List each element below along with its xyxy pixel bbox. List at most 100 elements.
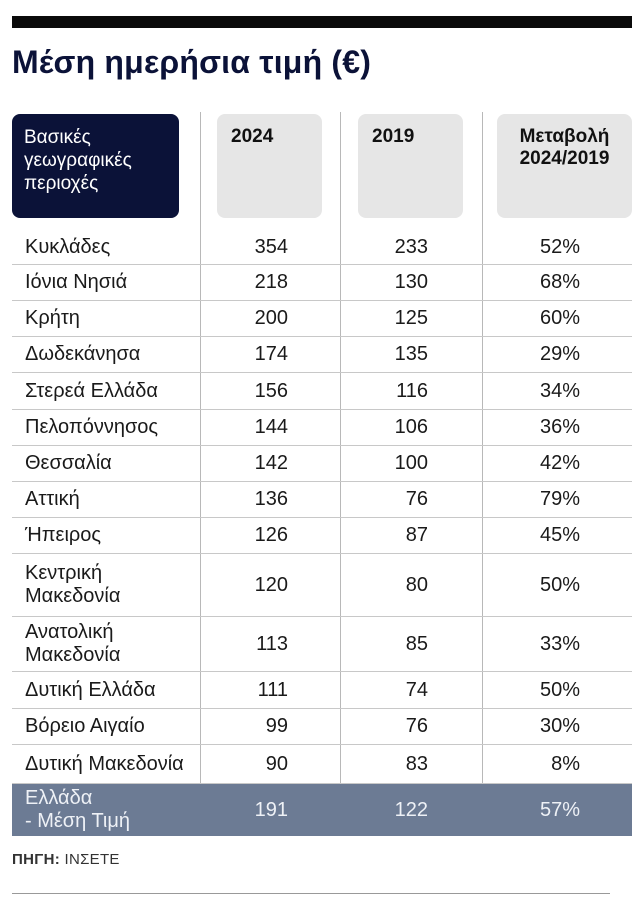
- column-divider: [482, 112, 483, 836]
- region-name: Κρήτη: [25, 307, 80, 329]
- table-row: Κυκλάδες 354 233 52%: [12, 230, 632, 265]
- value-2024: 126: [254, 524, 288, 546]
- source-value: ΙΝΣΕΤΕ: [64, 851, 120, 868]
- region-name: Κεντρική Μακεδονία: [25, 562, 120, 608]
- value-2024: 218: [254, 271, 288, 293]
- header-change: Μεταβολή 2024/2019: [497, 114, 632, 218]
- value-2024: 90: [265, 752, 288, 775]
- table-row: Δυτική Μακεδονία 90 83 8%: [12, 745, 632, 784]
- bottom-rule: [12, 893, 610, 894]
- value-change: 42%: [539, 452, 580, 474]
- table-row: Στερεά Ελλάδα 156 116 34%: [12, 373, 632, 410]
- region-name: Αττική: [25, 488, 80, 510]
- table-row: Βόρειο Αιγαίο 99 76 30%: [12, 709, 632, 745]
- value-2019: 85: [405, 632, 428, 655]
- region-name: Δυτική Ελλάδα: [25, 678, 156, 701]
- value-2024: 142: [254, 452, 288, 474]
- region-name-line: Κεντρική: [25, 562, 103, 584]
- table-row: Ανατολική Μακεδονία 113 85 33%: [12, 617, 632, 672]
- region-name: Στερεά Ελλάδα: [25, 379, 158, 402]
- value-2019: 100: [394, 452, 428, 474]
- region-name: Ανατολική Μακεδονία: [25, 621, 120, 667]
- header-2019: 2019: [358, 114, 463, 218]
- region-cell: Ελλάδα - Μέση Τιμή: [25, 784, 205, 836]
- value-2024: 99: [265, 715, 288, 737]
- table-row: Δυτική Ελλάδα 111 74 50%: [12, 672, 632, 709]
- value-2024: 174: [254, 343, 288, 365]
- region-cell: Ανατολική Μακεδονία: [25, 617, 205, 671]
- header-region-label: Βασικές γεωγραφικές περιοχές: [12, 114, 179, 218]
- value-2019: 76: [405, 715, 428, 737]
- table-row: Κεντρική Μακεδονία 120 80 50%: [12, 554, 632, 617]
- header-change-line: Μεταβολή: [519, 126, 610, 147]
- region-name: Θεσσαλία: [25, 452, 112, 474]
- value-2019: 125: [394, 307, 428, 329]
- header-2024-label: 2024: [231, 126, 274, 147]
- value-2024: 144: [254, 416, 288, 438]
- table-row: Πελοπόννησος 144 106 36%: [12, 410, 632, 446]
- region-name-line: Ανατολική: [25, 621, 114, 643]
- value-change: 50%: [539, 678, 580, 701]
- value-2019: 106: [394, 416, 428, 438]
- region-cell: Πελοπόννησος: [25, 410, 205, 445]
- value-change: 34%: [539, 379, 580, 402]
- region-cell: Θεσσαλία: [25, 446, 205, 481]
- region-name: Βόρειο Αιγαίο: [25, 715, 145, 737]
- value-change: 68%: [539, 271, 580, 293]
- header-label-line: Βασικές: [24, 127, 91, 148]
- value-2019: 76: [405, 488, 428, 510]
- value-2019: 83: [405, 752, 428, 775]
- table-row: Δωδεκάνησα 174 135 29%: [12, 337, 632, 373]
- value-change: 33%: [539, 632, 580, 655]
- header-label-line: γεωγραφικές: [24, 150, 132, 171]
- header-change-line: 2024/2019: [519, 148, 610, 169]
- value-change: 50%: [539, 573, 580, 596]
- region-cell: Βόρειο Αιγαίο: [25, 709, 205, 744]
- region-cell: Δυτική Ελλάδα: [25, 672, 205, 708]
- value-2024: 354: [254, 235, 288, 258]
- table-row: Κρήτη 200 125 60%: [12, 301, 632, 337]
- value-2019: 80: [405, 573, 428, 596]
- region-name: Κυκλάδες: [25, 235, 111, 258]
- value-change: 57%: [539, 798, 580, 821]
- value-2019: 233: [394, 235, 428, 258]
- region-name: Δυτική Μακεδονία: [25, 752, 184, 775]
- value-2024: 120: [254, 573, 288, 596]
- value-change: 30%: [539, 715, 580, 737]
- value-2019: 87: [405, 524, 428, 546]
- region-cell: Κεντρική Μακεδονία: [25, 554, 205, 616]
- region-name-line: - Μέση Τιμή: [25, 810, 131, 832]
- region-name-line: Μακεδονία: [25, 644, 121, 666]
- region-name: Ελλάδα - Μέση Τιμή: [25, 787, 130, 833]
- value-2024: 113: [256, 632, 288, 655]
- header-label-line: περιοχές: [24, 173, 99, 194]
- top-rule: [12, 16, 632, 28]
- header-2019-label: 2019: [372, 126, 415, 147]
- region-name-line: Μακεδονία: [25, 585, 121, 607]
- value-2024: 136: [254, 488, 288, 510]
- region-cell: Ήπειρος: [25, 518, 205, 553]
- region-name-line: Ελλάδα: [25, 787, 93, 809]
- region-name: Ιόνια Νησιά: [25, 271, 128, 293]
- table-row: Ιόνια Νησιά 218 130 68%: [12, 265, 632, 301]
- table-row: Θεσσαλία 142 100 42%: [12, 446, 632, 482]
- value-2019: 135: [394, 343, 428, 365]
- table-row: Αττική 136 76 79%: [12, 482, 632, 518]
- source-note: ΠΗΓΗ: ΙΝΣΕΤΕ: [12, 851, 120, 868]
- value-change: 79%: [539, 488, 580, 510]
- price-table: Βασικές γεωγραφικές περιοχές 2024 2019 Μ…: [12, 112, 632, 840]
- chart-title: Μέση ημερήσια τιμή (€): [12, 44, 372, 80]
- value-2024: 156: [254, 379, 288, 402]
- region-cell: Αττική: [25, 482, 205, 517]
- value-change: 29%: [539, 343, 580, 365]
- value-change: 52%: [539, 235, 580, 258]
- table-row: Ήπειρος 126 87 45%: [12, 518, 632, 554]
- value-2024: 200: [254, 307, 288, 329]
- value-2024: 191: [254, 798, 288, 821]
- region-cell: Κρήτη: [25, 301, 205, 336]
- value-change: 45%: [539, 524, 580, 546]
- header-2024: 2024: [217, 114, 322, 218]
- region-name: Πελοπόννησος: [25, 416, 159, 438]
- source-label: ΠΗΓΗ:: [12, 851, 61, 868]
- value-2019: 122: [394, 798, 428, 821]
